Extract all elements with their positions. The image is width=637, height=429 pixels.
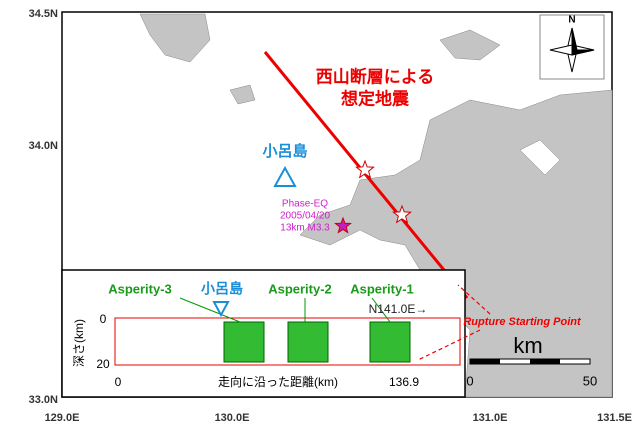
scale-tick: 0 [466, 373, 473, 388]
asperity-label: Asperity-3 [108, 281, 172, 296]
rupture-arrows [417, 284, 491, 361]
compass [549, 27, 595, 73]
land [139, 13, 613, 398]
scale-bar [469, 358, 591, 365]
scale-tick: 50 [583, 373, 597, 388]
title-line: 想定地震 [341, 88, 410, 108]
depth-label: 深さ(km) [72, 319, 86, 367]
inset-island-marker [212, 301, 230, 318]
x-axis-label: 129.0E [45, 412, 80, 424]
depth-tick: 20 [96, 357, 110, 371]
phase-eq-depth: 13km M3.3 [280, 223, 330, 234]
phase-eq: Phase-EQ 2005/04/20 13km M3.3 [280, 199, 330, 234]
fault-plane [114, 317, 461, 366]
scale-unit: km [513, 333, 542, 358]
phase-eq-date: 2005/04/20 [280, 211, 330, 222]
distance-tick: 0 [115, 375, 122, 389]
distance-label: 走向に沿った距離(km) [218, 374, 338, 389]
title-line: 西山断層による [316, 66, 435, 86]
asperity-label: Asperity-2 [268, 281, 332, 296]
asperity-label: Asperity-1 [350, 281, 414, 296]
strike-label: N141.0E→ [369, 302, 428, 316]
star [334, 216, 352, 234]
y-axis-label: 34.5N [29, 8, 58, 20]
x-axis-label: 131.0E [473, 412, 508, 424]
asperities [223, 321, 411, 363]
rupture-label: Rupture Starting Point [463, 316, 582, 328]
inset-island-label: 小呂島 [201, 281, 243, 297]
star [355, 159, 375, 179]
star [392, 204, 412, 224]
phase-eq-label: Phase-EQ [282, 199, 328, 210]
asperity-labels: Asperity-3 Asperity-2 Asperity-1 [108, 281, 414, 296]
compass-label: N [568, 15, 575, 26]
x-axis-label: 130.0E [215, 412, 250, 424]
island-marker [273, 165, 297, 187]
y-axis-label: 34.0N [29, 140, 58, 152]
depth-tick: 0 [100, 312, 107, 326]
island-label: 小呂島 [262, 142, 307, 160]
y-axis-label: 33.0N [29, 394, 58, 406]
asperity-pointers [179, 297, 391, 323]
x-axis-label: 131.5E [597, 412, 632, 424]
distance-tick: 136.9 [389, 375, 419, 389]
